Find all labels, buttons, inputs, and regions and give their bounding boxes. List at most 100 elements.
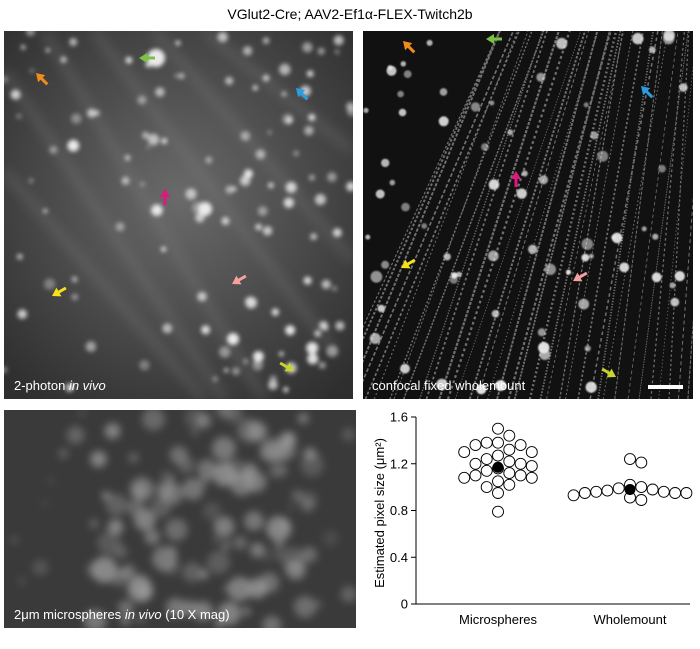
cell-soma [556, 37, 568, 50]
cell-soma [334, 49, 340, 55]
cell-soma [438, 116, 449, 127]
cell-soma [303, 276, 312, 285]
cell-soma [252, 359, 264, 371]
cell-soma [212, 376, 218, 382]
microsphere [150, 496, 172, 518]
data-point [469, 439, 482, 452]
data-point [525, 471, 538, 484]
microsphere [114, 545, 128, 559]
cell-soma [658, 164, 666, 173]
cell-soma [652, 233, 659, 240]
microsphere [340, 586, 356, 603]
microsphere [197, 459, 217, 479]
microsphere [294, 595, 317, 618]
x-tick-label: Microspheres [459, 612, 538, 627]
microsphere [41, 499, 49, 507]
microsphere [165, 518, 188, 541]
data-point [514, 457, 527, 470]
microsphere [280, 547, 306, 572]
cell-soma [488, 179, 500, 190]
cell-soma [375, 189, 385, 199]
cell-soma [252, 85, 258, 91]
cell-soma [198, 202, 212, 216]
cell-soma [240, 131, 251, 141]
data-point [525, 446, 538, 459]
cell-soma [318, 361, 326, 369]
cell-soma [487, 250, 499, 262]
data-point [635, 481, 648, 494]
microsphere [291, 489, 304, 502]
data-point [492, 449, 504, 462]
cell-soma [255, 223, 262, 231]
data-point [525, 460, 538, 473]
data-point [480, 436, 493, 449]
cell-soma [306, 342, 319, 354]
cell-soma [45, 48, 50, 53]
cell-soma [16, 253, 23, 260]
cell-soma [302, 42, 313, 53]
cell-soma [588, 253, 594, 259]
microsphere [159, 469, 172, 482]
cell-soma [403, 70, 412, 78]
cell-soma [365, 234, 371, 240]
cell-soma [495, 380, 507, 391]
microsphere [202, 502, 221, 521]
microsphere [107, 519, 124, 535]
data-point [480, 453, 493, 466]
cell-soma [308, 114, 316, 121]
cell-soma [28, 178, 34, 184]
blue-arrow-icon [296, 88, 309, 101]
microsphere [240, 471, 256, 486]
data-point [503, 429, 516, 442]
cell-soma [225, 185, 234, 194]
microsphere [223, 538, 231, 546]
microsphere [213, 516, 235, 537]
cell-soma [124, 155, 131, 161]
cell-soma [4, 366, 8, 373]
cell-soma [161, 138, 168, 144]
cell-soma [267, 130, 272, 135]
cell-soma [231, 367, 240, 376]
cell-soma [43, 209, 48, 213]
cell-soma [421, 223, 428, 229]
cell-soma [67, 139, 80, 152]
microsphere [198, 569, 209, 580]
microsphere [300, 497, 315, 512]
cell-soma [369, 333, 381, 344]
cell-soma [293, 150, 299, 156]
cell-soma [243, 169, 253, 179]
pink-arrow-icon [232, 274, 247, 285]
confocal-image [363, 31, 693, 399]
green-arrow-icon [486, 34, 502, 44]
data-point [480, 481, 493, 494]
cell-soma [327, 172, 337, 182]
microsphere [155, 481, 175, 500]
microsphere [182, 562, 203, 582]
microsphere [120, 615, 131, 626]
cell-soma [507, 129, 514, 136]
cell-soma [314, 194, 326, 205]
cell-soma [321, 279, 331, 289]
microsphere [104, 423, 121, 439]
microsphere [260, 437, 286, 462]
cell-soma [283, 197, 294, 208]
cell-soma [443, 253, 451, 261]
cell-soma [185, 188, 197, 200]
cell-soma [456, 271, 462, 278]
cell-soma [281, 91, 287, 97]
microsphere [110, 569, 128, 587]
microsphere [274, 551, 284, 560]
microsphere [269, 462, 285, 479]
microsphere [168, 546, 178, 556]
cell-soma [178, 73, 185, 79]
cell-soma [160, 246, 167, 252]
cell-soma [565, 269, 572, 275]
cell-soma [268, 380, 278, 390]
microsphere [341, 427, 356, 442]
cell-soma [10, 89, 21, 100]
cell-soma [335, 321, 345, 331]
data-point [669, 487, 682, 499]
cell-soma [16, 113, 22, 120]
data-point [492, 422, 504, 435]
cell-soma [581, 238, 594, 250]
